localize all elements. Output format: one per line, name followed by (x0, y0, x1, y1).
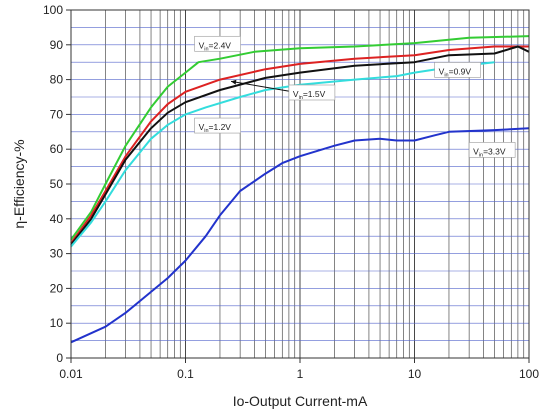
series-group (70, 35, 530, 344)
series-2-line (70, 45, 529, 244)
y-axis-label: η-Efficiency-% (11, 139, 27, 228)
annotation-box (434, 62, 481, 78)
axis-ticks: 0 10 20 30 40 50 60 70 80 90 100 0.01 0.1 1 10 100 (43, 3, 539, 381)
x-tick-label: 10 (408, 367, 422, 381)
x-tick-label: 1 (297, 367, 304, 381)
series-vin-0-9v-line (70, 61, 495, 248)
series-vin-2-4v-line (70, 35, 530, 241)
series-vin-1-5v-line (70, 45, 530, 246)
annotation-arrow (230, 80, 291, 92)
annotation-box (194, 117, 241, 134)
annotation-arrowhead (231, 79, 237, 85)
annotation-box (194, 35, 241, 52)
x-tick-label: 0.1 (177, 367, 194, 381)
y-tick-label: 20 (50, 281, 64, 295)
x-tick-label: 100 (519, 367, 539, 381)
annotation-vin-1-5v: Vin=1.5V (230, 79, 336, 101)
y-tick-label: 40 (50, 212, 64, 226)
y-tick-label: 100 (43, 3, 63, 17)
annotation-vin-3-3v: Vin=3.3V (468, 142, 516, 158)
y-tick-label: 30 (50, 247, 64, 261)
annotation-vin-0-9v: Vin=0.9V (434, 62, 481, 78)
y-tick-label: 90 (50, 38, 64, 52)
grid (71, 10, 529, 358)
y-tick-label: 60 (50, 142, 64, 156)
annotation-box (288, 84, 336, 101)
y-tick-label: 80 (50, 73, 64, 87)
y-tick-label: 0 (56, 351, 63, 365)
x-axis-label: Io-Output Current-mA (233, 393, 368, 409)
x-tick-label: 0.01 (59, 367, 83, 381)
y-tick-label: 50 (50, 177, 64, 191)
series-vin-3-3v-line (70, 127, 530, 344)
y-tick-label: 70 (50, 107, 64, 121)
y-tick-label: 10 (50, 316, 64, 330)
annotation-vin-1-2v: Vin=1.2V (194, 117, 241, 134)
annotations: Vin=2.4V Vin=1.5V Vin=1.2V Vin=0.9V Vin=3.3V (194, 35, 516, 158)
annotation-box (468, 142, 516, 158)
annotation-vin-2-4v: Vin=2.4V (194, 35, 241, 52)
